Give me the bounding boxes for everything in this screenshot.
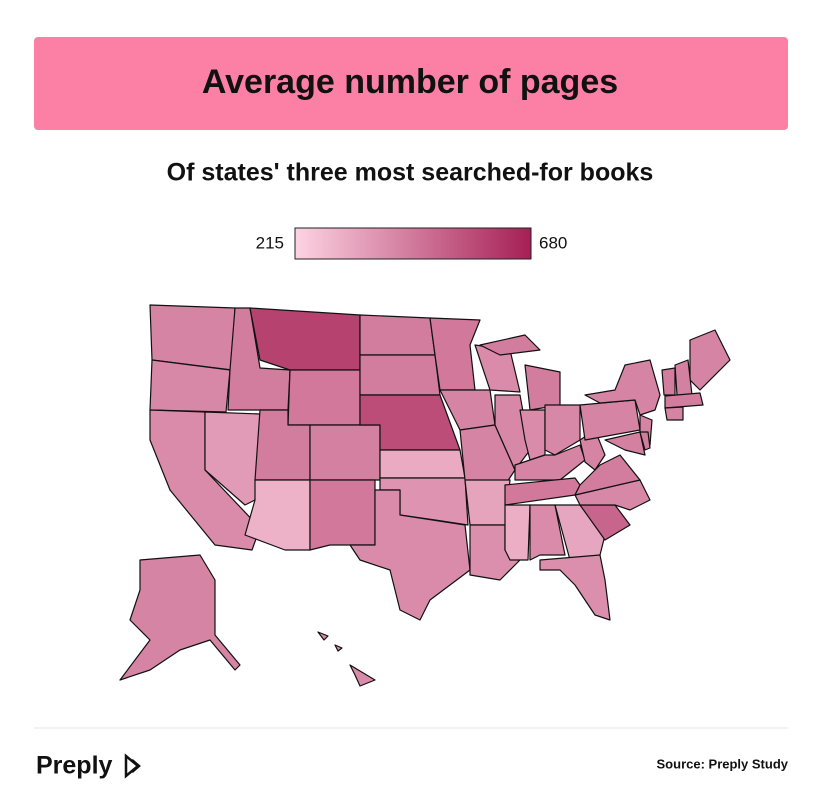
state-region (317, 631, 376, 687)
us-map (119, 304, 731, 687)
state-region (149, 304, 236, 371)
source-note: Source: Preply Study (657, 756, 789, 771)
state-region (379, 449, 466, 479)
state-region (604, 431, 646, 456)
state-region (664, 392, 704, 409)
state-region (309, 479, 376, 551)
state-region (539, 554, 611, 621)
state-region (639, 431, 651, 451)
legend-min-label: 215 (256, 233, 284, 252)
state-region (529, 504, 566, 561)
state-region (664, 406, 684, 421)
state-region (349, 489, 471, 621)
state-region (464, 479, 511, 526)
state-region (149, 359, 231, 413)
chart-title: Average number of pages (202, 63, 618, 101)
state-region (504, 477, 581, 506)
state-region (287, 369, 361, 426)
state-region (249, 307, 361, 371)
state-region (554, 504, 606, 561)
state-region (309, 424, 381, 481)
state-region (689, 329, 731, 391)
state-region (504, 504, 531, 561)
state-region (514, 444, 586, 481)
state-region (661, 367, 676, 396)
legend-gradient (294, 227, 532, 260)
legend-max-label: 680 (539, 233, 567, 252)
chart-subtitle: Of states' three most searched-for books (167, 159, 654, 187)
logo-icon (124, 753, 141, 779)
state-region (359, 354, 441, 396)
title-banner (34, 37, 788, 130)
state-region (359, 314, 436, 356)
state-region (119, 554, 241, 681)
state-region (544, 404, 581, 456)
state-region (584, 359, 661, 416)
state-region (204, 411, 261, 506)
logo: Preply (36, 752, 113, 780)
